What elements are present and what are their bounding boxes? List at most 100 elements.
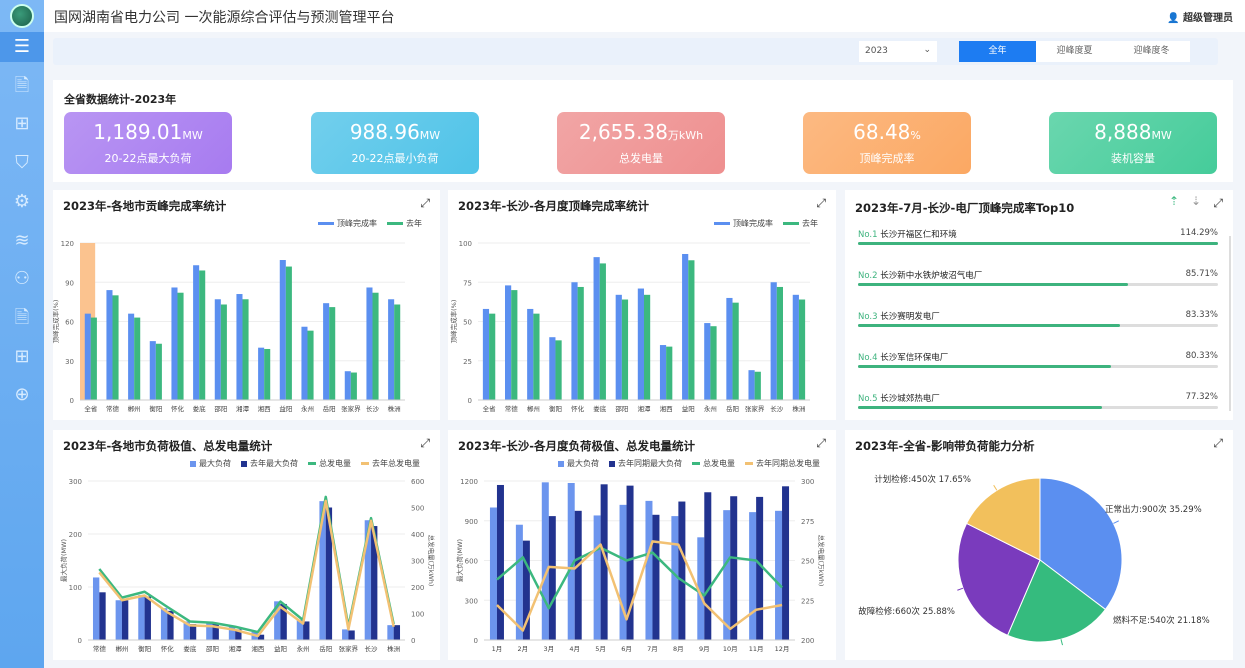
bar	[206, 622, 213, 640]
shield-icon[interactable]: ⛉	[15, 152, 29, 174]
slice-label: 计划检修:450次 17.65%	[874, 474, 971, 485]
bar	[644, 294, 651, 400]
tab-winter-peak[interactable]: 迎峰度冬	[1113, 41, 1190, 62]
bar	[754, 371, 761, 400]
bar	[257, 634, 265, 640]
bar	[541, 482, 549, 640]
scrollbar[interactable]	[1229, 236, 1231, 411]
bar	[615, 294, 622, 400]
y-tick-label: 100	[459, 240, 472, 248]
bar	[167, 610, 174, 640]
x-tick-label: 9月	[699, 645, 710, 653]
chart-changsha-monthly-peak-rate: 2023年-长沙-各月度顶峰完成率统计 ⤢ 顶峰完成率 去年 0 25 50 75 100…	[448, 190, 836, 420]
user-icon: 👤	[1167, 13, 1183, 24]
layers-icon[interactable]: ≋	[14, 229, 30, 251]
y-tick-label: 25	[463, 358, 472, 366]
y-axis-label: 最大负荷(MW)	[455, 539, 464, 582]
gear-icon[interactable]: ⚙	[13, 190, 31, 212]
bar	[688, 260, 695, 400]
y-tick-label: 300	[465, 597, 478, 605]
legend-item: 去年	[387, 218, 422, 229]
bar	[364, 520, 372, 640]
progress-bar	[858, 324, 1218, 327]
stat-card: 988.96MW 20-22点最小负荷	[311, 112, 479, 174]
expand-icon[interactable]: ⤢	[816, 196, 826, 210]
stat-value: 8,888MW	[1094, 120, 1172, 144]
y2-tick-label: 300	[411, 558, 424, 566]
bar	[144, 596, 151, 640]
stat-card: 1,189.01MW 20-22点最大负荷	[64, 112, 232, 174]
document-icon[interactable]: 🗎	[14, 74, 30, 96]
chart-title: 2023年-全省-影响带负荷能力分析	[855, 439, 1035, 453]
x-tick-label: 衡阳	[549, 404, 562, 413]
bar	[115, 600, 122, 640]
progress-bar	[858, 365, 1218, 368]
bar	[372, 292, 379, 400]
legend: 顶峰完成率 去年	[714, 218, 818, 229]
bar	[121, 600, 129, 640]
y-tick-label: 30	[65, 358, 74, 366]
bar	[732, 302, 739, 400]
rank-item: No.5 长沙城郊热电厂 77.32%	[858, 392, 1218, 409]
legend-item: 顶峰完成率	[318, 218, 377, 229]
bar	[726, 297, 733, 400]
hierarchy-icon[interactable]: ⊞	[14, 345, 30, 367]
stat-card: 68.48% 顶峰完成率	[803, 112, 971, 174]
series-line	[98, 499, 395, 638]
rank-item: No.1 长沙开福区仁和环境 114.29%	[858, 228, 1218, 245]
bar	[775, 510, 783, 640]
rank-item: No.4 长沙军信环保电厂 80.33%	[858, 351, 1218, 368]
network-icon[interactable]: ⚇	[13, 268, 31, 290]
slice-label: 燃料不足:540次 21.18%	[1113, 615, 1210, 626]
expand-icon[interactable]: ⤢	[420, 196, 430, 210]
app-title: 国网湖南省电力公司 一次能源综合评估与预测管理平台	[54, 10, 395, 26]
chart-title: 2023年-各地市贡峰完成率统计	[63, 199, 227, 213]
x-tick-label: 4月	[569, 645, 580, 653]
x-tick-label: 6月	[621, 645, 632, 653]
bar	[387, 625, 394, 640]
y-tick-label: 0	[468, 397, 472, 405]
legend-item: 顶峰完成率	[714, 218, 773, 229]
expand-icon[interactable]: ⤢	[816, 436, 826, 450]
bar	[301, 326, 308, 400]
stat-label: 顶峰完成率	[859, 152, 915, 165]
org-chart-icon[interactable]: ⊞	[14, 113, 30, 135]
bar	[515, 524, 523, 640]
sort-descending-icon[interactable]: ⇣	[1190, 194, 1201, 208]
x-tick-label: 湘西	[258, 404, 272, 413]
bar	[621, 299, 629, 400]
expand-icon[interactable]: ⤢	[1213, 436, 1223, 450]
expand-icon[interactable]: ⤢	[1213, 196, 1223, 210]
year-select[interactable]: 2023 ⌄	[859, 41, 937, 62]
stat-card: 8,888MW 装机容量	[1049, 112, 1217, 174]
x-tick-label: 2月	[518, 645, 529, 653]
y2-tick-label: 225	[801, 597, 814, 605]
label-line	[1113, 520, 1119, 524]
globe-icon[interactable]: ⊕	[14, 384, 30, 406]
bar	[527, 308, 534, 400]
user-menu[interactable]: 👤 超级管理员	[1167, 9, 1233, 24]
x-tick-label: 全省	[483, 404, 497, 413]
tab-full-year[interactable]: 全年	[959, 41, 1036, 62]
x-tick-label: 娄底	[193, 404, 207, 413]
tab-summer-peak[interactable]: 迎峰度夏	[1036, 41, 1113, 62]
y2-tick-label: 275	[801, 518, 814, 526]
x-tick-label: 郴州	[115, 644, 128, 653]
sort-ascending-icon[interactable]: ⇡	[1168, 194, 1179, 208]
chart-title: 2023年-长沙-各月度顶峰完成率统计	[458, 199, 650, 213]
legend-item: 去年	[783, 218, 818, 229]
x-tick-label: 3月	[543, 645, 554, 653]
file-icon[interactable]: 🗎	[14, 306, 30, 328]
x-tick-label: 株洲	[387, 644, 400, 653]
bar	[325, 507, 333, 640]
expand-icon[interactable]: ⤢	[420, 436, 430, 450]
bar	[671, 516, 679, 640]
stat-card: 2,655.38万kWh 总发电量	[557, 112, 725, 174]
chart-svg: 0 300 600 900 1200 最大负荷(MW) 200 225 250 275 300 总发电…	[455, 478, 826, 653]
bar	[626, 485, 634, 640]
bar	[242, 299, 249, 400]
bar	[296, 619, 304, 640]
x-tick-label: 5月	[595, 645, 606, 653]
menu-icon[interactable]: ☰	[0, 32, 44, 62]
bar	[489, 313, 496, 400]
